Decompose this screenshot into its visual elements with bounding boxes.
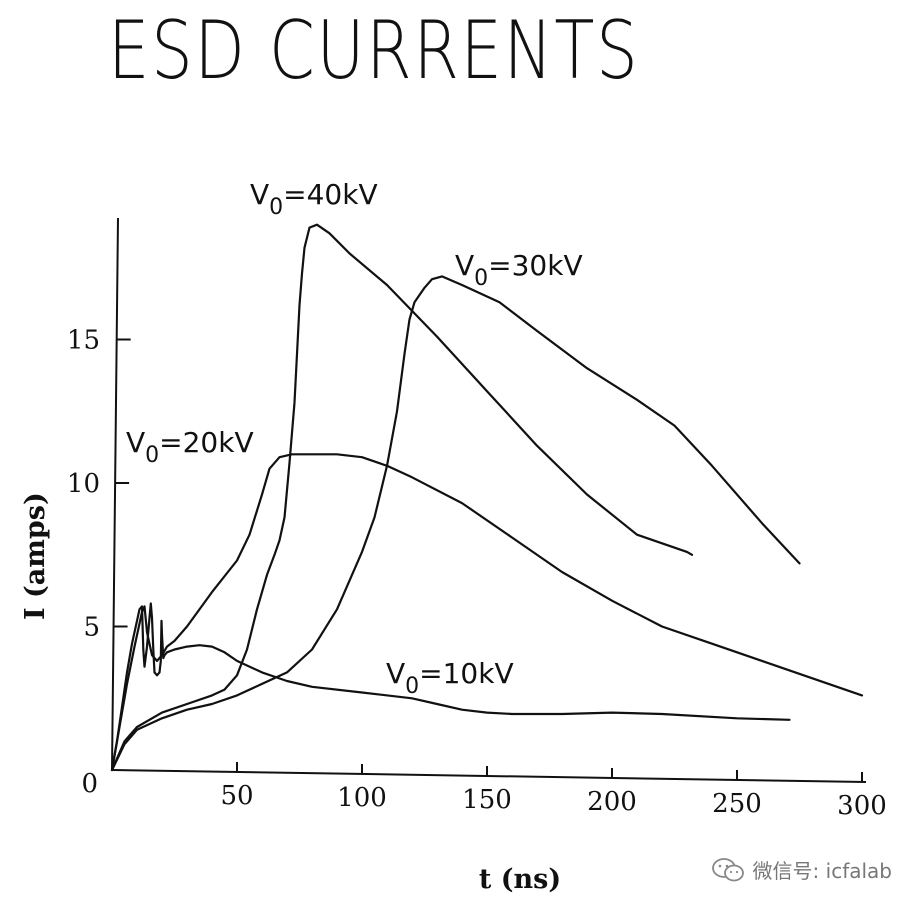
series-line [110, 223, 694, 772]
watermark-text: 微信号: icfalab [752, 859, 892, 883]
x-tick-label: 50 [220, 781, 253, 811]
x-tick-label: 150 [462, 785, 512, 815]
series-lines [110, 223, 864, 772]
axes [111, 217, 867, 783]
wechat-icon [711, 857, 744, 881]
series-labels: V0=10kV V0=20kV V0=30kV V0=40kV [126, 178, 583, 699]
chart-title: ESD CURRENTS [108, 4, 640, 97]
y-tick-label: 5 [83, 613, 100, 643]
series-line [110, 275, 801, 772]
x-tick-label: 250 [712, 789, 762, 819]
x-tick-label: 300 [837, 791, 887, 821]
x-axis-label: t (ns) [479, 864, 561, 895]
series-line [110, 453, 864, 772]
watermark: 微信号: icfalab [711, 855, 892, 884]
y-tick-label: 15 [67, 326, 100, 356]
y-tick-label: 0 [81, 769, 98, 799]
series-label: V0=40kV [250, 178, 378, 220]
x-tick-label: 100 [337, 783, 387, 813]
series-label: V0=10kV [386, 657, 514, 699]
y-axis [111, 217, 119, 771]
series-label: V0=20kV [126, 426, 254, 468]
y-axis-label: I (amps) [20, 492, 51, 620]
axis-ticks: 50 100 150 200 250 300 0 5 10 15 [67, 326, 887, 822]
y-tick-label: 10 [67, 469, 100, 499]
series-label: V0=30kV [455, 249, 583, 291]
x-tick-label: 200 [587, 787, 637, 817]
